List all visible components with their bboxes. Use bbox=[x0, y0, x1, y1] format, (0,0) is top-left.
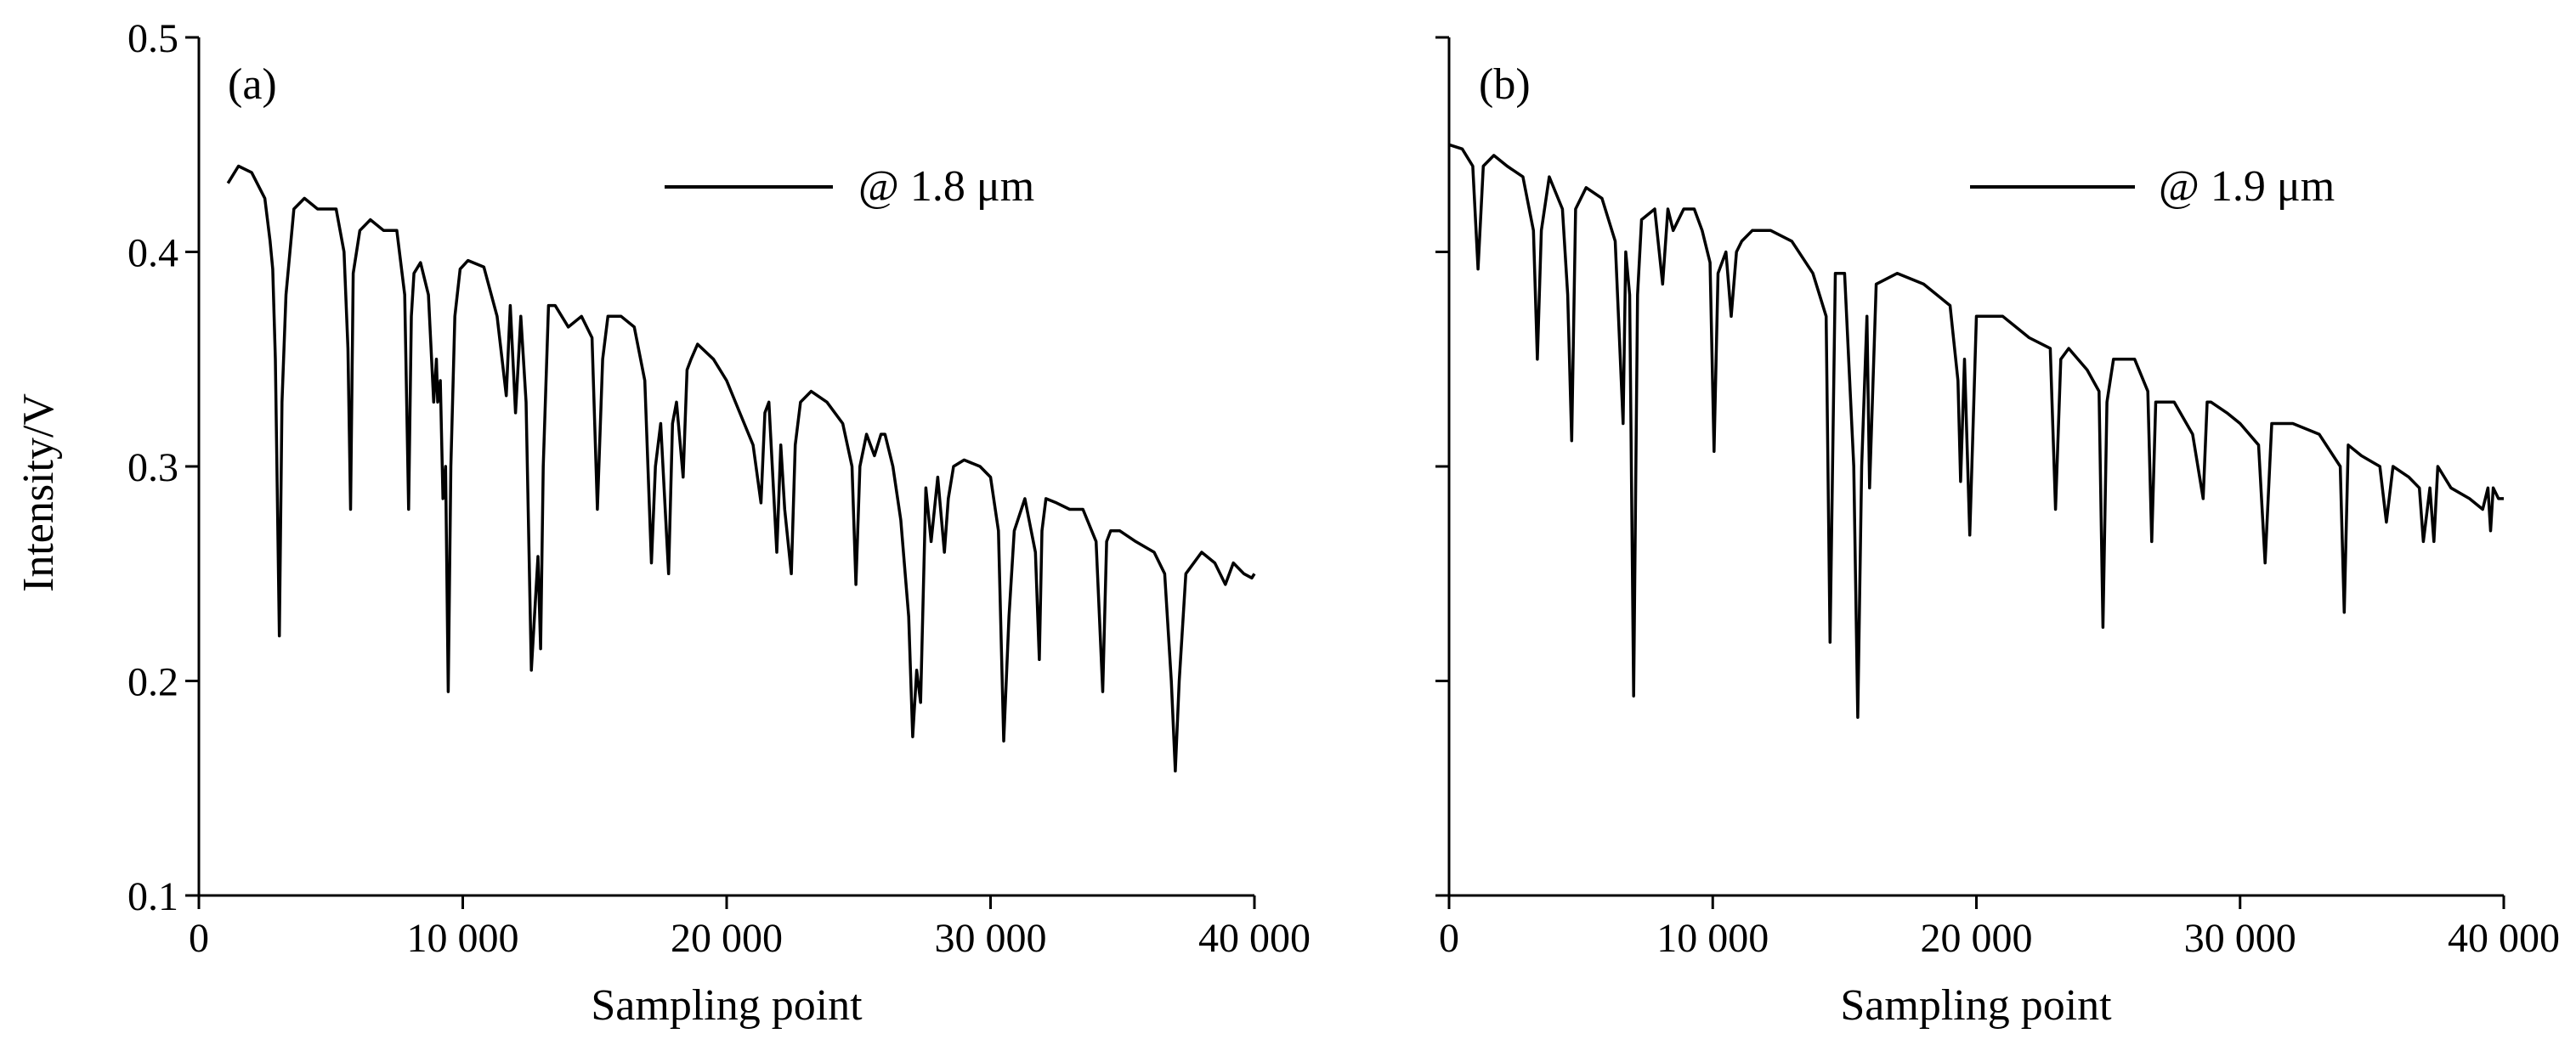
panel-b-series-line bbox=[1448, 143, 2504, 720]
panel-a-x-tick-label: 30 000 bbox=[935, 916, 1047, 961]
panel-b-label: (b) bbox=[1479, 60, 1531, 109]
panel-a: 0.1 0.2 0.3 0.4 0.5 0 10 000 20 000 30 000 40 000… bbox=[127, 16, 1311, 1030]
panel-a-legend-label: @ 1.8 μm bbox=[858, 162, 1034, 211]
panel-a-y-tick-label: 0.4 bbox=[127, 231, 178, 276]
panel-b: 0 10 000 20 000 30 000 40 000 (b) @ 1.9 μm S… bbox=[1435, 36, 2560, 1030]
panel-a-label: (a) bbox=[228, 60, 277, 109]
panel-a-x-axis-title: Sampling point bbox=[591, 981, 863, 1030]
panel-a-marks bbox=[226, 164, 1256, 773]
panel-b-x-axis-title: Sampling point bbox=[1840, 981, 2112, 1030]
panel-a-x-tick-label: 0 bbox=[189, 916, 209, 961]
panel-b-legend-label: @ 1.9 μm bbox=[2159, 162, 2335, 211]
panel-b-marks bbox=[1448, 143, 2504, 720]
panel-a-series-line bbox=[226, 164, 1256, 773]
panel-a-y-tick-label: 0.2 bbox=[127, 660, 178, 705]
panel-b-x-tick-label: 20 000 bbox=[1921, 916, 2033, 961]
panel-a-y-tick-label: 0.5 bbox=[127, 16, 178, 61]
panel-b-x-tick-label: 40 000 bbox=[2448, 916, 2560, 961]
panel-a-y-tick-label: 0.3 bbox=[127, 445, 178, 490]
panel-a-x-tick-label: 40 000 bbox=[1198, 916, 1311, 961]
panel-a-x-tick-label: 20 000 bbox=[671, 916, 783, 961]
panel-a-axes: 0.1 0.2 0.3 0.4 0.5 0 10 000 20 000 30 000 40 000 bbox=[127, 16, 1311, 961]
y-axis-title: Intensity/V bbox=[14, 393, 63, 592]
panel-b-x-tick-label: 0 bbox=[1439, 916, 1459, 961]
panel-a-x-tick-label: 10 000 bbox=[407, 916, 519, 961]
panel-a-y-tick-label: 0.1 bbox=[127, 874, 178, 919]
panel-b-x-tick-label: 10 000 bbox=[1656, 916, 1769, 961]
panel-b-axes: 0 10 000 20 000 30 000 40 000 bbox=[1435, 36, 2560, 961]
panel-b-x-tick-label: 30 000 bbox=[2184, 916, 2296, 961]
